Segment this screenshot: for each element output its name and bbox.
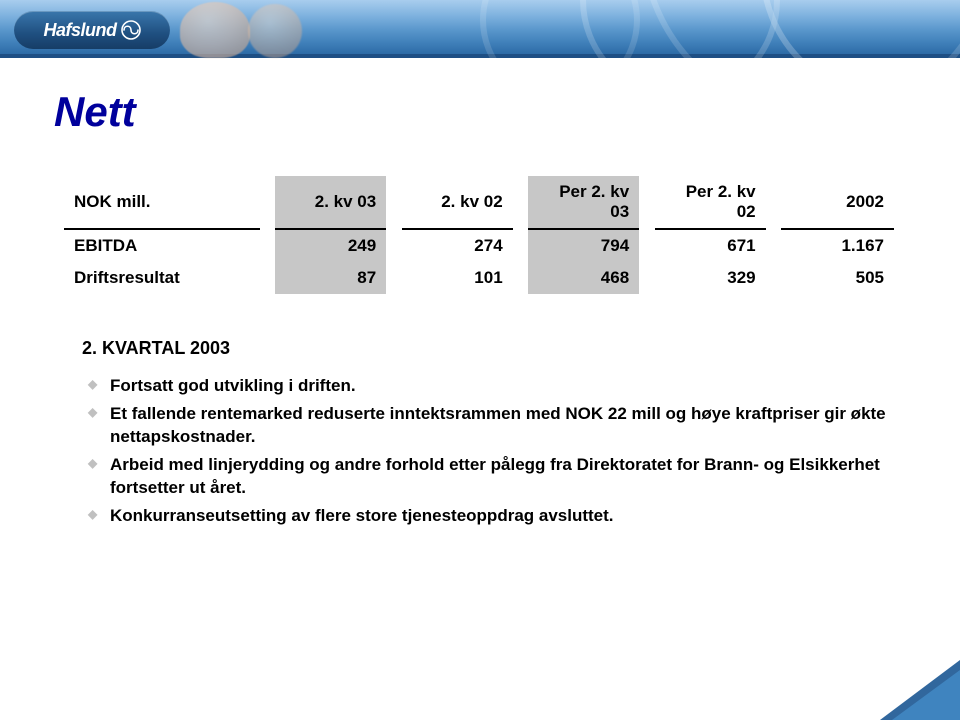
banner-photo-face xyxy=(180,2,250,58)
table-cell: 101 xyxy=(402,262,513,294)
table-header-rowlabel: NOK mill. xyxy=(64,176,260,230)
table-cell: 329 xyxy=(655,262,766,294)
banner-photo-face xyxy=(248,4,302,58)
header-banner: Hafslund xyxy=(0,0,960,66)
table-cell: 671 xyxy=(655,230,766,262)
table-header-col: 2002 xyxy=(781,176,894,230)
table-cell: 794 xyxy=(528,230,639,262)
table-header-col: Per 2. kv 02 xyxy=(655,176,766,230)
table-cell: 87 xyxy=(275,262,386,294)
table-row: EBITDA 249 274 794 671 1.167 xyxy=(64,230,894,262)
financial-table: NOK mill. 2. kv 03 2. kv 02 Per 2. kv 03… xyxy=(64,176,906,294)
table-cell: 468 xyxy=(528,262,639,294)
brand-name: Hafslund xyxy=(43,20,116,41)
section-heading: 2. KVARTAL 2003 xyxy=(82,338,906,359)
list-item: Fortsatt god utvikling i driften. xyxy=(88,375,906,397)
table-header-col: 2. kv 03 xyxy=(275,176,386,230)
table-row: Driftsresultat 87 101 468 329 505 xyxy=(64,262,894,294)
table-cell: 505 xyxy=(781,262,894,294)
table-cell: 274 xyxy=(402,230,513,262)
list-item: Konkurranseutsetting av flere store tjen… xyxy=(88,505,906,527)
page-title: Nett xyxy=(54,88,906,136)
bullet-section: 2. KVARTAL 2003 Fortsatt god utvikling i… xyxy=(82,338,906,528)
brand-logo: Hafslund xyxy=(14,11,170,49)
brand-logo-text: Hafslund xyxy=(43,20,140,41)
corner-decoration-inner xyxy=(892,670,960,720)
table-header-col: Per 2. kv 03 xyxy=(528,176,639,230)
table-cell: 249 xyxy=(275,230,386,262)
bullet-list: Fortsatt god utvikling i driften. Et fal… xyxy=(88,375,906,528)
table-cell: 1.167 xyxy=(781,230,894,262)
list-item: Et fallende rentemarked reduserte inntek… xyxy=(88,403,906,448)
slide: Hafslund Nett NOK mill. 2. kv 03 xyxy=(0,0,960,720)
list-item: Arbeid med linjerydding og andre forhold… xyxy=(88,454,906,499)
table-cell-label: EBITDA xyxy=(64,230,260,262)
brand-swirl-icon xyxy=(121,20,141,40)
banner-decorations xyxy=(400,0,960,58)
table-header-col: 2. kv 02 xyxy=(402,176,513,230)
content-area: Nett NOK mill. 2. kv 03 2. kv 02 Per 2. … xyxy=(54,88,906,534)
table-cell-label: Driftsresultat xyxy=(64,262,260,294)
table-header-row: NOK mill. 2. kv 03 2. kv 02 Per 2. kv 03… xyxy=(64,176,894,230)
